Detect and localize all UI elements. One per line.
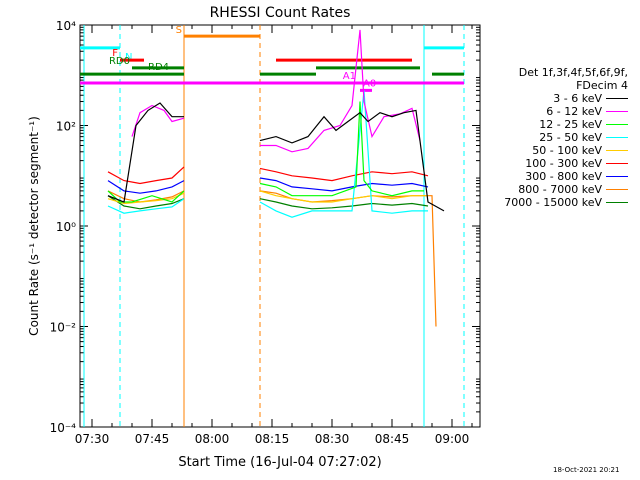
series-line — [259, 167, 429, 182]
legend-entry: 3 - 6 keV — [482, 92, 632, 105]
timestamp: 18-Oct-2021 20:21 — [553, 466, 620, 474]
plot-frame — [79, 24, 481, 428]
series-line — [131, 104, 185, 137]
legend-label: 12 - 25 keV — [539, 118, 602, 131]
x-axis-label: Start Time (16-Jul-04 07:27:02) — [178, 455, 381, 470]
legend-swatch — [606, 163, 628, 164]
legend-label: 300 - 800 keV — [525, 170, 602, 183]
series-line — [259, 177, 429, 192]
legend-entry: 25 - 50 keV — [482, 131, 632, 144]
y-tick-label: 10⁻⁴ — [50, 421, 77, 435]
legend-header-line-1: Det 1f,3f,4f,5f,6f,9f, — [518, 66, 628, 79]
y-tick-label: 10² — [56, 120, 76, 134]
legend-entry: 7000 - 15000 keV — [482, 196, 632, 209]
legend-rows: 3 - 6 keV 6 - 12 keV 12 - 25 keV 25 - 50 ke… — [482, 92, 632, 209]
series-line — [259, 90, 428, 218]
series-line — [259, 101, 424, 197]
flag-label: F — [112, 48, 118, 59]
legend-swatch — [606, 176, 628, 177]
series-line — [107, 192, 185, 205]
legend-entry: 100 - 300 keV — [482, 157, 632, 170]
legend-swatch — [606, 202, 628, 203]
y-tick-label: 10⁰ — [56, 220, 76, 234]
legend-swatch — [606, 189, 628, 190]
legend-label: 800 - 7000 keV — [518, 183, 602, 196]
x-tick-label: 07:30 — [75, 432, 110, 446]
x-tick-label: 09:00 — [435, 432, 470, 446]
series-line — [259, 190, 428, 203]
legend-entry: 50 - 100 keV — [482, 144, 632, 157]
flag-label: A1 — [343, 71, 356, 82]
flag-label: N — [125, 52, 132, 63]
series-line — [107, 180, 185, 194]
chart-title: RHESSI Count Rates — [210, 5, 351, 21]
chart-marks: 07:30 07:45 08:00 08:15 08:30 08:45 09:00 10⁻⁴ 1… — [50, 19, 480, 446]
legend-entry: 12 - 25 keV — [482, 118, 632, 131]
series-line — [107, 198, 185, 214]
legend: Det 1f,3f,4f,5f,6f,9f, FDecim 4 3 - 6 ke… — [482, 66, 632, 209]
flag-label: RD0 — [109, 56, 130, 67]
x-tick-label: 08:30 — [315, 432, 350, 446]
legend-label: 50 - 100 keV — [532, 144, 602, 157]
legend-entry: 800 - 7000 keV — [482, 183, 632, 196]
legend-swatch — [606, 98, 628, 99]
flag-label: A0 — [363, 78, 376, 89]
x-tick-label: 08:45 — [375, 432, 410, 446]
series-line — [259, 198, 429, 210]
legend-label: 3 - 6 keV — [553, 92, 602, 105]
x-tick-label: 07:45 — [135, 432, 170, 446]
flag-label: S — [176, 25, 182, 36]
series-line — [260, 29, 421, 153]
legend-swatch — [606, 150, 628, 151]
y-axis-label: Count Rate (s⁻¹ detector segment⁻¹) — [27, 116, 41, 336]
flag-label: RD4 — [148, 62, 169, 73]
legend-swatch — [606, 111, 628, 112]
legend-entry: 6 - 12 keV — [482, 105, 632, 118]
x-tick-label: 08:00 — [195, 432, 230, 446]
y-tick-label: 10⁻² — [50, 321, 77, 335]
y-tick-label: 10⁴ — [56, 19, 76, 33]
series-line — [107, 195, 185, 210]
series-line — [107, 166, 185, 185]
series-line — [259, 109, 445, 212]
series-line — [107, 102, 184, 203]
legend-label: 6 - 12 keV — [546, 105, 602, 118]
legend-label: 7000 - 15000 keV — [504, 196, 602, 209]
legend-swatch — [606, 124, 628, 125]
legend-swatch — [606, 137, 628, 138]
legend-entry: 300 - 800 keV — [482, 170, 632, 183]
legend-label: 25 - 50 keV — [539, 131, 602, 144]
legend-header-line-2: FDecim 4 — [576, 79, 628, 92]
legend-label: 100 - 300 keV — [525, 157, 602, 170]
x-tick-label: 08:15 — [255, 432, 290, 446]
